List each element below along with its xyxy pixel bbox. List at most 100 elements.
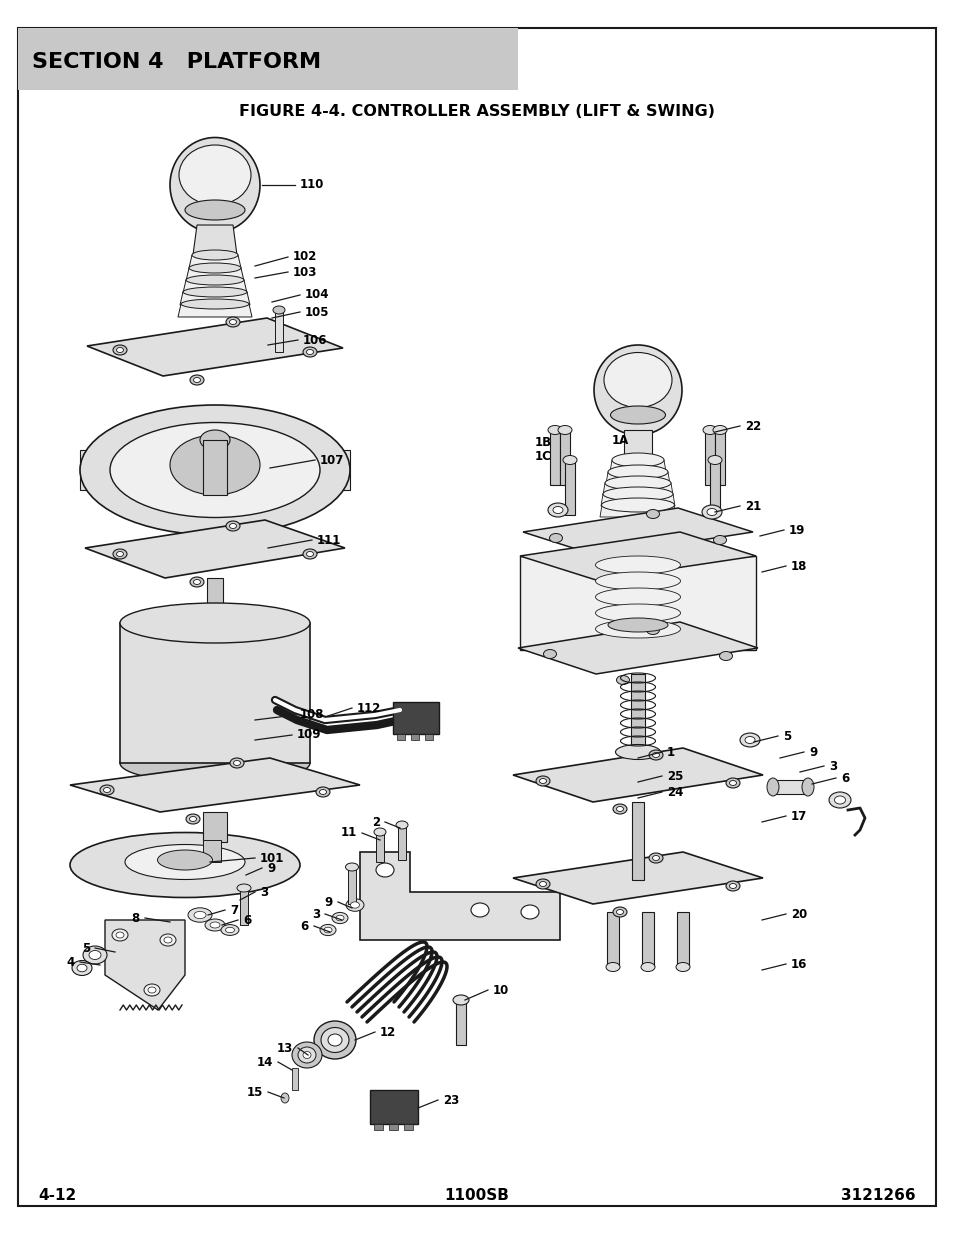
Polygon shape xyxy=(600,494,675,506)
Ellipse shape xyxy=(116,347,123,352)
Bar xyxy=(456,1000,465,1045)
Polygon shape xyxy=(519,556,755,650)
Ellipse shape xyxy=(148,987,156,993)
Bar xyxy=(631,802,643,881)
Ellipse shape xyxy=(306,350,314,354)
Text: 4: 4 xyxy=(67,956,75,968)
Text: 9: 9 xyxy=(808,746,817,758)
Text: 20: 20 xyxy=(790,908,806,920)
Polygon shape xyxy=(517,622,758,674)
Text: 103: 103 xyxy=(293,266,317,279)
Ellipse shape xyxy=(610,406,665,424)
Ellipse shape xyxy=(226,521,240,531)
Text: 21: 21 xyxy=(744,499,760,513)
Ellipse shape xyxy=(652,856,659,861)
Polygon shape xyxy=(513,852,762,904)
Ellipse shape xyxy=(205,919,225,931)
Ellipse shape xyxy=(190,577,204,587)
Text: 102: 102 xyxy=(293,251,317,263)
Bar xyxy=(641,911,654,967)
Ellipse shape xyxy=(100,785,113,795)
Ellipse shape xyxy=(549,534,562,542)
Ellipse shape xyxy=(179,144,251,205)
Bar xyxy=(559,430,569,485)
Bar xyxy=(564,459,575,515)
Ellipse shape xyxy=(303,550,316,559)
Ellipse shape xyxy=(595,588,679,606)
Text: 22: 22 xyxy=(744,420,760,432)
Ellipse shape xyxy=(543,650,556,658)
Ellipse shape xyxy=(603,352,671,408)
Ellipse shape xyxy=(616,559,629,568)
Ellipse shape xyxy=(648,750,662,760)
Text: 23: 23 xyxy=(442,1093,458,1107)
Ellipse shape xyxy=(226,317,240,327)
Text: 13: 13 xyxy=(276,1041,293,1055)
Ellipse shape xyxy=(77,965,87,972)
Ellipse shape xyxy=(725,778,740,788)
Ellipse shape xyxy=(602,487,672,501)
Polygon shape xyxy=(87,317,343,375)
Polygon shape xyxy=(359,852,559,940)
Ellipse shape xyxy=(766,778,779,797)
Ellipse shape xyxy=(281,1093,289,1103)
Bar xyxy=(630,674,644,755)
Ellipse shape xyxy=(616,909,623,914)
Ellipse shape xyxy=(539,778,546,783)
Ellipse shape xyxy=(834,797,844,804)
Text: 105: 105 xyxy=(305,305,329,319)
Bar xyxy=(389,1124,397,1130)
Polygon shape xyxy=(105,920,185,1010)
Ellipse shape xyxy=(225,927,234,932)
Ellipse shape xyxy=(221,925,239,935)
Ellipse shape xyxy=(292,1042,322,1068)
Text: 108: 108 xyxy=(299,709,324,721)
Ellipse shape xyxy=(553,506,562,514)
Text: 1: 1 xyxy=(666,746,675,758)
Text: 14: 14 xyxy=(256,1056,273,1068)
Ellipse shape xyxy=(306,552,314,557)
Ellipse shape xyxy=(648,853,662,863)
Polygon shape xyxy=(186,268,244,282)
Ellipse shape xyxy=(374,827,386,836)
Ellipse shape xyxy=(332,913,348,924)
Ellipse shape xyxy=(320,1028,349,1052)
Ellipse shape xyxy=(547,426,561,435)
Text: 101: 101 xyxy=(260,851,284,864)
Polygon shape xyxy=(513,748,762,802)
Ellipse shape xyxy=(297,1047,315,1063)
Ellipse shape xyxy=(725,881,740,890)
Ellipse shape xyxy=(170,137,260,232)
Ellipse shape xyxy=(676,962,689,972)
Ellipse shape xyxy=(185,200,245,220)
Polygon shape xyxy=(519,532,755,580)
Text: 107: 107 xyxy=(319,453,344,467)
Ellipse shape xyxy=(83,946,107,965)
Ellipse shape xyxy=(520,905,538,919)
Polygon shape xyxy=(183,280,247,293)
Ellipse shape xyxy=(595,620,679,638)
Ellipse shape xyxy=(350,902,359,908)
Ellipse shape xyxy=(471,903,489,918)
Polygon shape xyxy=(602,483,672,495)
Ellipse shape xyxy=(319,789,326,794)
Ellipse shape xyxy=(707,456,721,464)
Bar xyxy=(203,840,221,862)
Text: 1B: 1B xyxy=(535,436,552,448)
Bar xyxy=(772,781,807,794)
Ellipse shape xyxy=(615,745,659,760)
Ellipse shape xyxy=(729,883,736,888)
Bar xyxy=(424,734,433,740)
Text: 111: 111 xyxy=(316,534,341,547)
Polygon shape xyxy=(193,225,236,254)
Ellipse shape xyxy=(103,788,111,793)
Polygon shape xyxy=(178,304,252,317)
Ellipse shape xyxy=(144,984,160,995)
Ellipse shape xyxy=(605,962,619,972)
Ellipse shape xyxy=(273,306,285,314)
Ellipse shape xyxy=(324,927,332,932)
Ellipse shape xyxy=(375,863,394,877)
Text: 2: 2 xyxy=(372,815,379,829)
Bar xyxy=(393,701,438,734)
Bar xyxy=(704,430,714,485)
